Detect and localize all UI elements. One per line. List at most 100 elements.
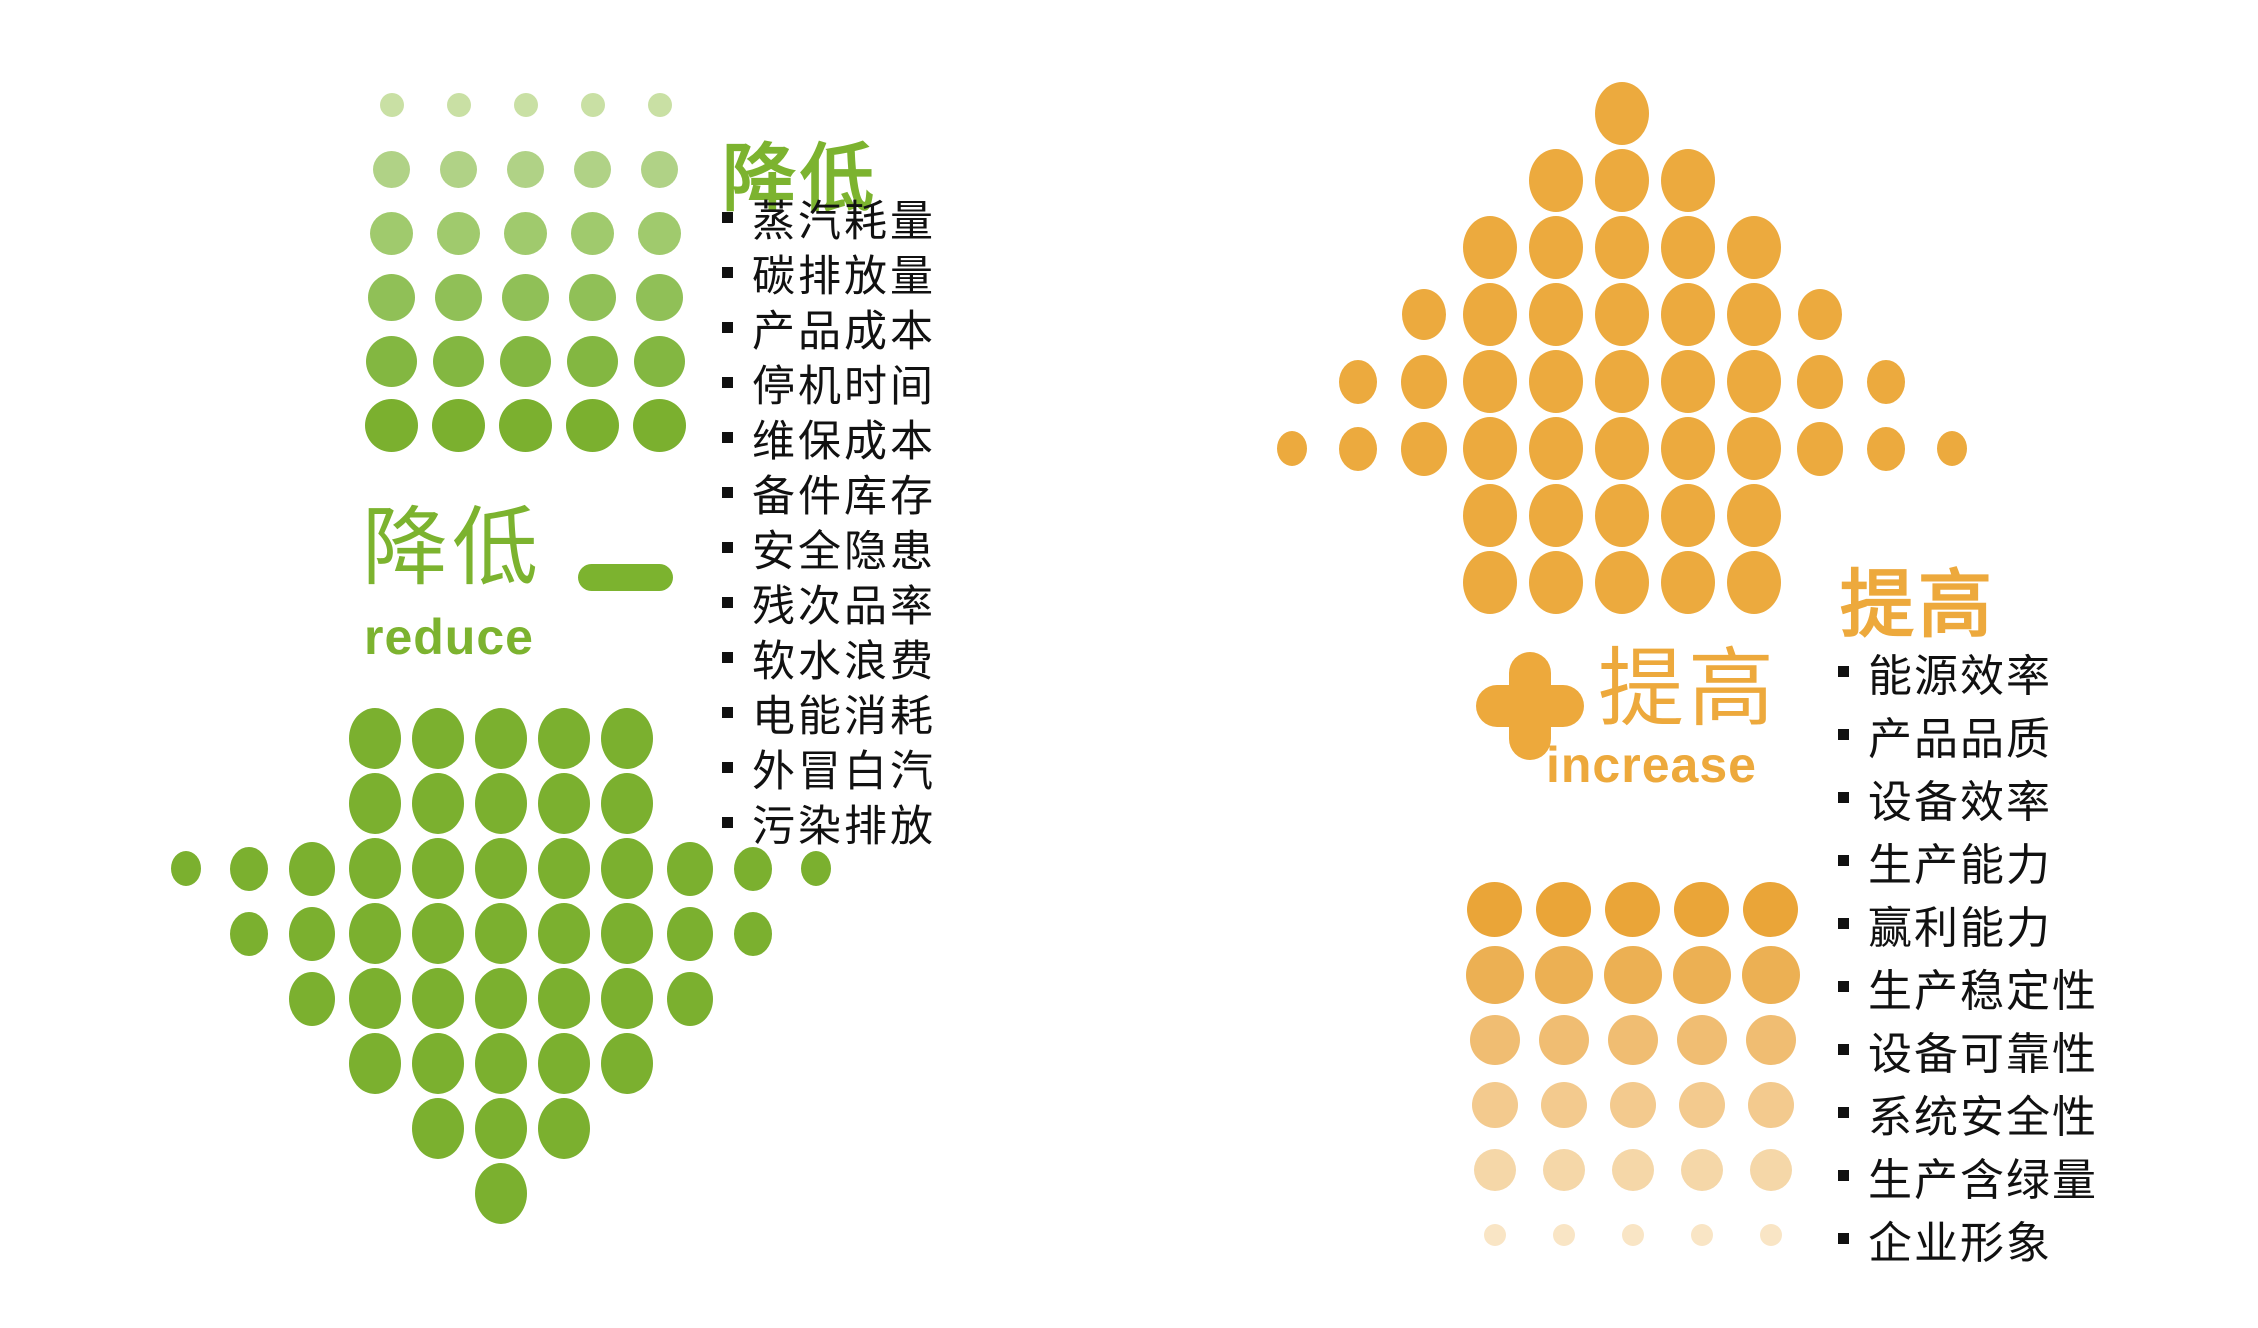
increase-label-cn: 提高: [1598, 641, 1778, 737]
reduce-grid-dot: [636, 273, 683, 321]
down-arrow-dot: [170, 851, 201, 886]
reduce-grid-dot: [641, 150, 678, 188]
up-arrow-dot: [1463, 484, 1517, 547]
down-arrow-dot: [600, 1033, 653, 1094]
up-arrow-row: [1589, 80, 1655, 147]
increase-list-item: 设备可靠性: [1838, 1018, 2098, 1081]
increase-list-item-label: 设备可靠性: [1868, 1029, 2098, 1079]
down-arrow-dot: [474, 1098, 527, 1159]
up-arrow-dot: [1463, 417, 1517, 480]
increase-grid-dot: [1609, 1081, 1656, 1128]
square-bullet-icon: [1838, 792, 1849, 803]
up-arrow-dot: [1529, 417, 1583, 480]
down-arrow-dot: [411, 708, 464, 769]
reduce-grid-dot: [566, 398, 619, 452]
up-arrow-row: [1457, 549, 1787, 616]
up-arrow-dot: [1339, 426, 1377, 471]
square-bullet-icon: [722, 542, 733, 553]
reduce-list-item: 电能消耗: [722, 685, 936, 741]
up-arrow-dot: [1401, 421, 1447, 476]
increase-grid-dot: [1611, 1148, 1654, 1191]
plus-horizontal-bar: [1476, 685, 1584, 727]
up-arrow-row: [1325, 348, 1919, 415]
reduce-list-item: 蒸汽耗量: [722, 190, 936, 246]
up-arrow-dot: [1463, 350, 1517, 413]
reduce-grid-dot: [446, 93, 471, 117]
square-bullet-icon: [722, 487, 733, 498]
down-arrow-dot: [537, 903, 590, 964]
reduce-grid-dot: [504, 211, 547, 255]
square-bullet-icon: [1838, 1170, 1849, 1181]
reduce-grid-dot: [580, 93, 605, 117]
reduce-grid-row: [358, 329, 693, 393]
increase-grid-dot: [1536, 882, 1591, 937]
square-bullet-icon: [722, 322, 733, 333]
square-bullet-icon: [722, 212, 733, 223]
increase-grid-dot: [1749, 1148, 1792, 1191]
up-arrow-dot: [1595, 350, 1649, 413]
down-arrow-dot: [348, 903, 401, 964]
increase-fading-dot-grid: [1460, 877, 1805, 1267]
down-arrow-dot: [537, 968, 590, 1029]
reduce-list-item: 备件库存: [722, 465, 936, 521]
up-arrow-dot: [1727, 417, 1781, 480]
reduce-grid-dot: [366, 335, 417, 387]
increase-grid-dot: [1743, 882, 1798, 937]
increase-grid-dot: [1676, 1014, 1727, 1065]
increase-grid-dot: [1759, 1223, 1782, 1246]
increase-grid-row: [1460, 1072, 1805, 1137]
down-arrow-dot: [411, 773, 464, 834]
up-arrow-dot: [1661, 350, 1715, 413]
down-arrow-dot: [537, 838, 590, 899]
increase-list-item-label: 设备效率: [1868, 777, 2052, 827]
reduce-grid-dot: [368, 273, 415, 321]
down-arrow-row: [154, 836, 847, 901]
down-arrow-dot: [474, 838, 527, 899]
up-arrow-row: [1259, 415, 1985, 482]
down-arrow-row: [343, 1031, 658, 1096]
reduce-grid-dot: [633, 398, 686, 452]
up-arrow-dot: [1867, 359, 1905, 404]
square-bullet-icon: [722, 597, 733, 608]
increase-grid-dot: [1741, 945, 1800, 1004]
reduce-list-item: 维保成本: [722, 410, 936, 466]
reduce-grid-row: [358, 137, 693, 201]
down-arrow-dot: [411, 1098, 464, 1159]
up-arrow-dot: [1661, 417, 1715, 480]
down-arrow-dot: [348, 838, 401, 899]
reduce-list-item-label: 备件库存: [752, 472, 936, 521]
increase-grid-dot: [1483, 1223, 1506, 1246]
up-arrow-dot: [1727, 283, 1781, 346]
up-arrow-row: [1457, 482, 1787, 549]
increase-list-item-label: 能源效率: [1868, 651, 2052, 701]
down-arrow-dot: [229, 846, 268, 891]
square-bullet-icon: [722, 377, 733, 388]
up-arrow-dot: [1727, 350, 1781, 413]
up-arrow-dot: [1463, 551, 1517, 614]
reduce-grid-dot: [499, 398, 552, 452]
reduce-list-item-label: 外冒白汽: [752, 747, 936, 796]
down-arrow-row: [280, 966, 721, 1031]
down-arrow-dot: [733, 911, 772, 956]
down-arrow-dot: [474, 968, 527, 1029]
down-arrow-dot: [537, 1098, 590, 1159]
increase-grid-dot: [1469, 1014, 1520, 1065]
up-arrow-dot: [1661, 484, 1715, 547]
up-arrow-dot: [1529, 149, 1583, 212]
reduce-list-item: 外冒白汽: [722, 740, 936, 796]
reduce-grid-dot: [567, 335, 618, 387]
down-arrow-dot: [800, 851, 831, 886]
reduce-list-item: 产品成本: [722, 300, 936, 356]
increase-grid-dot: [1745, 1014, 1796, 1065]
reduce-label-cn: 降低: [362, 500, 542, 596]
down-arrow-dot: [474, 773, 527, 834]
reduce-list-item: 安全隐患: [722, 520, 936, 576]
reduce-list-item-label: 停机时间: [752, 362, 936, 411]
reduce-list-item: 污染排放: [722, 795, 936, 851]
increase-grid-dot: [1603, 945, 1662, 1004]
increase-grid-dot: [1471, 1081, 1518, 1128]
up-arrow-dot: [1661, 149, 1715, 212]
increase-grid-row: [1460, 1202, 1805, 1267]
increase-list-item: 能源效率: [1838, 640, 2098, 703]
reduce-grid-dot: [500, 335, 551, 387]
